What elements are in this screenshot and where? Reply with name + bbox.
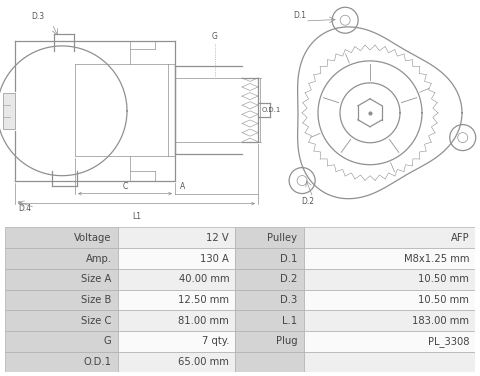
FancyBboxPatch shape bbox=[5, 352, 118, 372]
FancyBboxPatch shape bbox=[235, 290, 303, 310]
Text: C: C bbox=[122, 182, 128, 191]
FancyBboxPatch shape bbox=[118, 227, 235, 248]
FancyBboxPatch shape bbox=[303, 352, 475, 372]
Text: 65.00 mm: 65.00 mm bbox=[178, 357, 229, 367]
Text: D.2: D.2 bbox=[301, 197, 314, 206]
Text: G: G bbox=[212, 32, 218, 41]
Text: 10.50 mm: 10.50 mm bbox=[418, 295, 469, 305]
Text: D.2: D.2 bbox=[280, 274, 298, 284]
Text: L1: L1 bbox=[132, 212, 141, 221]
FancyBboxPatch shape bbox=[303, 310, 475, 331]
FancyBboxPatch shape bbox=[235, 227, 303, 248]
Text: O.D.1: O.D.1 bbox=[262, 107, 281, 113]
FancyBboxPatch shape bbox=[235, 352, 303, 372]
FancyBboxPatch shape bbox=[303, 290, 475, 310]
Text: Voltage: Voltage bbox=[74, 233, 111, 243]
FancyBboxPatch shape bbox=[5, 227, 118, 248]
FancyBboxPatch shape bbox=[235, 331, 303, 352]
FancyBboxPatch shape bbox=[118, 248, 235, 269]
FancyBboxPatch shape bbox=[118, 331, 235, 352]
FancyBboxPatch shape bbox=[3, 93, 15, 129]
Text: 40.00 mm: 40.00 mm bbox=[179, 274, 229, 284]
FancyBboxPatch shape bbox=[303, 248, 475, 269]
FancyBboxPatch shape bbox=[303, 331, 475, 352]
Text: PL_3308: PL_3308 bbox=[428, 336, 469, 347]
Text: Size B: Size B bbox=[81, 295, 111, 305]
FancyBboxPatch shape bbox=[235, 248, 303, 269]
Text: D.4: D.4 bbox=[18, 204, 32, 212]
FancyBboxPatch shape bbox=[235, 269, 303, 290]
Text: Size A: Size A bbox=[81, 274, 111, 284]
FancyBboxPatch shape bbox=[5, 290, 118, 310]
Text: A: A bbox=[180, 182, 186, 191]
Text: D.3: D.3 bbox=[31, 12, 45, 21]
Text: 130 A: 130 A bbox=[200, 253, 229, 264]
Text: Amp.: Amp. bbox=[85, 253, 111, 264]
Text: 7 qty.: 7 qty. bbox=[202, 336, 229, 346]
FancyBboxPatch shape bbox=[5, 248, 118, 269]
Text: D.1: D.1 bbox=[280, 253, 298, 264]
FancyBboxPatch shape bbox=[303, 227, 475, 248]
FancyBboxPatch shape bbox=[5, 331, 118, 352]
Text: D.1: D.1 bbox=[293, 11, 307, 20]
Text: Size C: Size C bbox=[81, 315, 111, 326]
Text: AFP: AFP bbox=[450, 233, 469, 243]
Text: O.D.1: O.D.1 bbox=[84, 357, 111, 367]
Text: 10.50 mm: 10.50 mm bbox=[418, 274, 469, 284]
Text: 183.00 mm: 183.00 mm bbox=[412, 315, 469, 326]
Text: 12.50 mm: 12.50 mm bbox=[178, 295, 229, 305]
Text: L.1: L.1 bbox=[282, 315, 298, 326]
FancyBboxPatch shape bbox=[303, 269, 475, 290]
Text: Plug: Plug bbox=[276, 336, 298, 346]
FancyBboxPatch shape bbox=[235, 310, 303, 331]
Text: 12 V: 12 V bbox=[206, 233, 229, 243]
FancyBboxPatch shape bbox=[118, 310, 235, 331]
Text: 81.00 mm: 81.00 mm bbox=[179, 315, 229, 326]
FancyBboxPatch shape bbox=[5, 310, 118, 331]
Text: G: G bbox=[104, 336, 111, 346]
Text: D.3: D.3 bbox=[280, 295, 298, 305]
FancyBboxPatch shape bbox=[118, 352, 235, 372]
Text: Pulley: Pulley bbox=[267, 233, 298, 243]
FancyBboxPatch shape bbox=[118, 290, 235, 310]
FancyBboxPatch shape bbox=[118, 269, 235, 290]
Text: M8x1.25 mm: M8x1.25 mm bbox=[404, 253, 469, 264]
FancyBboxPatch shape bbox=[5, 269, 118, 290]
